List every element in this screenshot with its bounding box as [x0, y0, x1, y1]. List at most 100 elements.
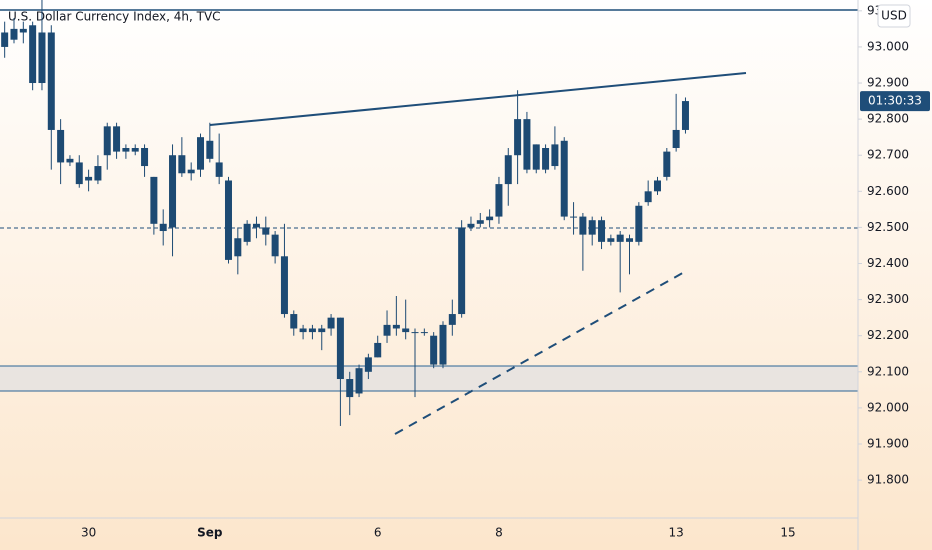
candle-body [448, 314, 456, 325]
plot-area [0, 9, 858, 435]
candle-body [206, 140, 214, 159]
candle-body [570, 216, 578, 218]
x-tick-label: 13 [669, 526, 684, 540]
y-tick-label: 92.200 [867, 328, 909, 342]
candle-body [653, 180, 661, 192]
candle-body [672, 129, 680, 148]
candle-body [271, 234, 279, 257]
candle-body [113, 126, 121, 152]
candle-body [663, 151, 671, 177]
y-tick-label: 92.800 [867, 112, 909, 126]
candle-body [19, 28, 27, 33]
candle-body [392, 324, 400, 329]
candle-body [542, 148, 550, 170]
candle-body [122, 148, 130, 152]
y-tick-label: 92.100 [867, 364, 909, 378]
candle-body [66, 158, 74, 163]
candle-body [150, 176, 158, 224]
y-tick-label: 91.800 [867, 473, 909, 487]
y-tick-label: 93.000 [867, 39, 909, 53]
candle-body [94, 166, 102, 181]
currency-box [877, 4, 911, 28]
candle-body [383, 324, 391, 336]
candle-body [262, 227, 270, 235]
y-tick-label: 92.500 [867, 220, 909, 234]
candle-body [318, 328, 326, 333]
candle-body [75, 162, 83, 185]
candle-body [430, 335, 438, 365]
x-tick-label: Sep [197, 526, 223, 540]
x-tick-label: 6 [374, 526, 382, 540]
candle-body [224, 180, 232, 260]
candle-body [364, 357, 372, 372]
candle-body [644, 191, 652, 203]
candle-body [588, 220, 596, 235]
candle-body [523, 119, 531, 170]
candle-body [178, 155, 186, 174]
candle-body [374, 342, 382, 358]
candle-body [504, 155, 512, 185]
candle-body [626, 238, 634, 242]
candle-body [616, 234, 624, 242]
candle-body [355, 368, 363, 394]
candle-body [514, 119, 522, 156]
candle-body [10, 28, 18, 40]
x-tick-label: 8 [495, 526, 503, 540]
candle-body [243, 223, 251, 242]
chart-title: U.S. Dollar Currency Index, 4h, TVC [8, 10, 221, 24]
candle-body [532, 144, 540, 170]
trendline [394, 269, 689, 435]
candle-body [551, 144, 559, 167]
candle-body [57, 129, 65, 163]
candle-body [476, 220, 484, 224]
candle-body [280, 256, 288, 315]
candle-body [252, 223, 260, 228]
y-tick-label: 92.300 [867, 292, 909, 306]
y-tick-label: 92.700 [867, 148, 909, 162]
candle-body [486, 216, 494, 221]
candle-body [327, 317, 335, 329]
candle-body [346, 379, 354, 398]
candle-body [29, 25, 37, 84]
candle-body [607, 238, 615, 242]
candle-body [141, 148, 149, 167]
candle-body [402, 328, 410, 333]
candle-body [579, 216, 587, 235]
candle-body [336, 317, 344, 380]
candle-body [47, 32, 55, 130]
candle-body [197, 137, 205, 170]
candle-body [85, 176, 93, 181]
candle-body [290, 314, 298, 329]
candle-body [495, 184, 503, 217]
currency: USD [881, 9, 907, 23]
trendline [209, 72, 747, 126]
y-tick-label: 92.400 [867, 256, 909, 270]
candle-body [234, 238, 242, 257]
countdown-box [860, 91, 930, 112]
candle-body [308, 328, 316, 333]
y-tick-label: 91.900 [867, 437, 909, 451]
candle-body [159, 223, 167, 232]
candle-body [420, 332, 428, 334]
candle-body [215, 162, 223, 177]
y-tick-label: 92.600 [867, 184, 909, 198]
candle-body [560, 140, 568, 217]
candle-body [598, 220, 606, 242]
x-tick-label: 15 [780, 526, 795, 540]
candle-body [681, 101, 689, 130]
candle-body [439, 324, 447, 365]
y-tick-label: 92.900 [867, 76, 909, 90]
candle-body [458, 227, 466, 315]
candle-body [131, 148, 139, 152]
candle-body [103, 126, 111, 156]
candle-body [411, 332, 419, 334]
candle-body [169, 155, 177, 228]
candle-body [187, 169, 195, 174]
candle-body [635, 205, 643, 242]
candle-body [1, 32, 9, 47]
candle-body [38, 32, 46, 84]
candle-body [467, 223, 475, 228]
candle-body [299, 328, 307, 333]
